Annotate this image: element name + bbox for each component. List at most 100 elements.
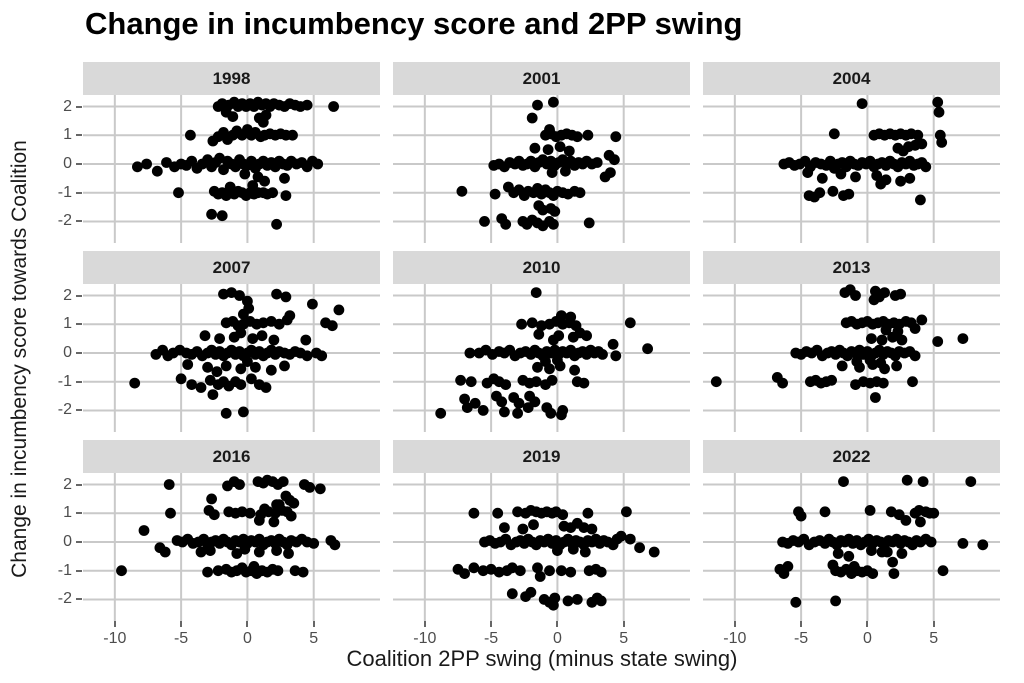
y-axis-title: Change in incumbency score towards Coali… [8,140,31,578]
data-point [881,546,893,558]
facet-strip-2001: 2001 [393,62,690,95]
data-point [534,571,546,582]
y-tick-label: -2 [57,401,72,419]
x-tick-mark [866,621,869,627]
data-point [435,407,447,419]
x-tick-label: 5 [929,630,939,647]
x-tick-mark [113,621,116,627]
y-tick-mark [76,380,82,383]
data-point [917,476,929,487]
data-point [867,568,879,579]
x-tick-mark [423,621,426,627]
data-point [165,507,176,519]
data-point [642,343,653,355]
data-point [850,171,861,183]
data-point [257,317,269,329]
data-point [238,406,249,418]
data-point [896,334,908,346]
data-point [854,361,865,373]
data-point [530,376,542,388]
data-point [461,402,473,413]
data-point [528,519,539,531]
data-point [864,505,876,516]
data-point [536,320,547,332]
data-point [514,565,526,577]
data-point [607,338,619,350]
data-point [877,377,889,389]
data-point [300,334,312,346]
data-point [610,350,622,362]
data-point [915,194,926,206]
data-point [218,288,229,300]
data-point [173,187,184,199]
data-point [289,565,301,577]
data-point [496,396,508,408]
data-point [582,507,594,519]
data-point [816,172,828,184]
data-point [870,392,881,403]
data-point [932,336,944,347]
x-tick-mark [490,621,493,627]
data-point [199,330,211,342]
data-point [271,499,282,510]
data-point [285,510,297,522]
data-point [909,323,921,334]
data-point [468,507,480,519]
data-point [554,360,566,372]
data-point [835,168,847,180]
data-point [202,566,213,578]
data-point [268,334,280,346]
data-point [277,476,289,487]
data-point [206,208,217,220]
x-tick-label: 5 [309,630,319,647]
data-point [465,376,477,388]
data-point [826,374,837,386]
data-point [802,167,814,178]
data-point [459,393,470,405]
y-tick-label: 0 [63,533,72,550]
data-point [556,565,567,577]
data-point [301,99,313,111]
data-point [273,318,285,330]
x-tick-label: -10 [723,630,747,647]
data-point [562,595,574,607]
data-point [548,334,559,346]
data-point [525,586,537,598]
x-tick-label: 0 [242,630,252,647]
x-tick-mark [800,621,803,627]
data-point [571,594,583,605]
data-point [827,185,839,197]
y-tick-mark [76,483,82,486]
data-point [777,377,788,389]
facet-strip-label: 2016 [212,446,251,466]
data-point [214,333,226,344]
facet-strip-label: 2013 [832,257,871,277]
data-point [609,154,620,166]
x-tick-mark [556,621,559,627]
data-point [895,288,906,300]
data-point [218,164,229,176]
x-tick-label: -10 [413,630,437,647]
y-tick-mark [76,220,82,223]
data-point [907,376,918,388]
data-point [710,376,722,388]
data-point [253,515,265,526]
data-point [895,175,906,187]
x-tick-label: -5 [173,630,189,647]
data-point [231,548,243,559]
data-point [546,167,558,178]
data-point [268,516,280,528]
data-point [897,145,909,157]
x-tick-label: 0 [552,630,562,647]
x-tick-label: -5 [793,630,809,647]
data-point [204,545,216,556]
data-point [866,333,877,344]
data-point [513,397,525,409]
data-point [500,218,512,230]
data-point [925,536,937,548]
data-point [578,377,590,389]
data-point [887,331,898,343]
facet-strip-2010: 2010 [393,251,690,284]
data-point [512,506,523,518]
data-point [900,515,912,526]
